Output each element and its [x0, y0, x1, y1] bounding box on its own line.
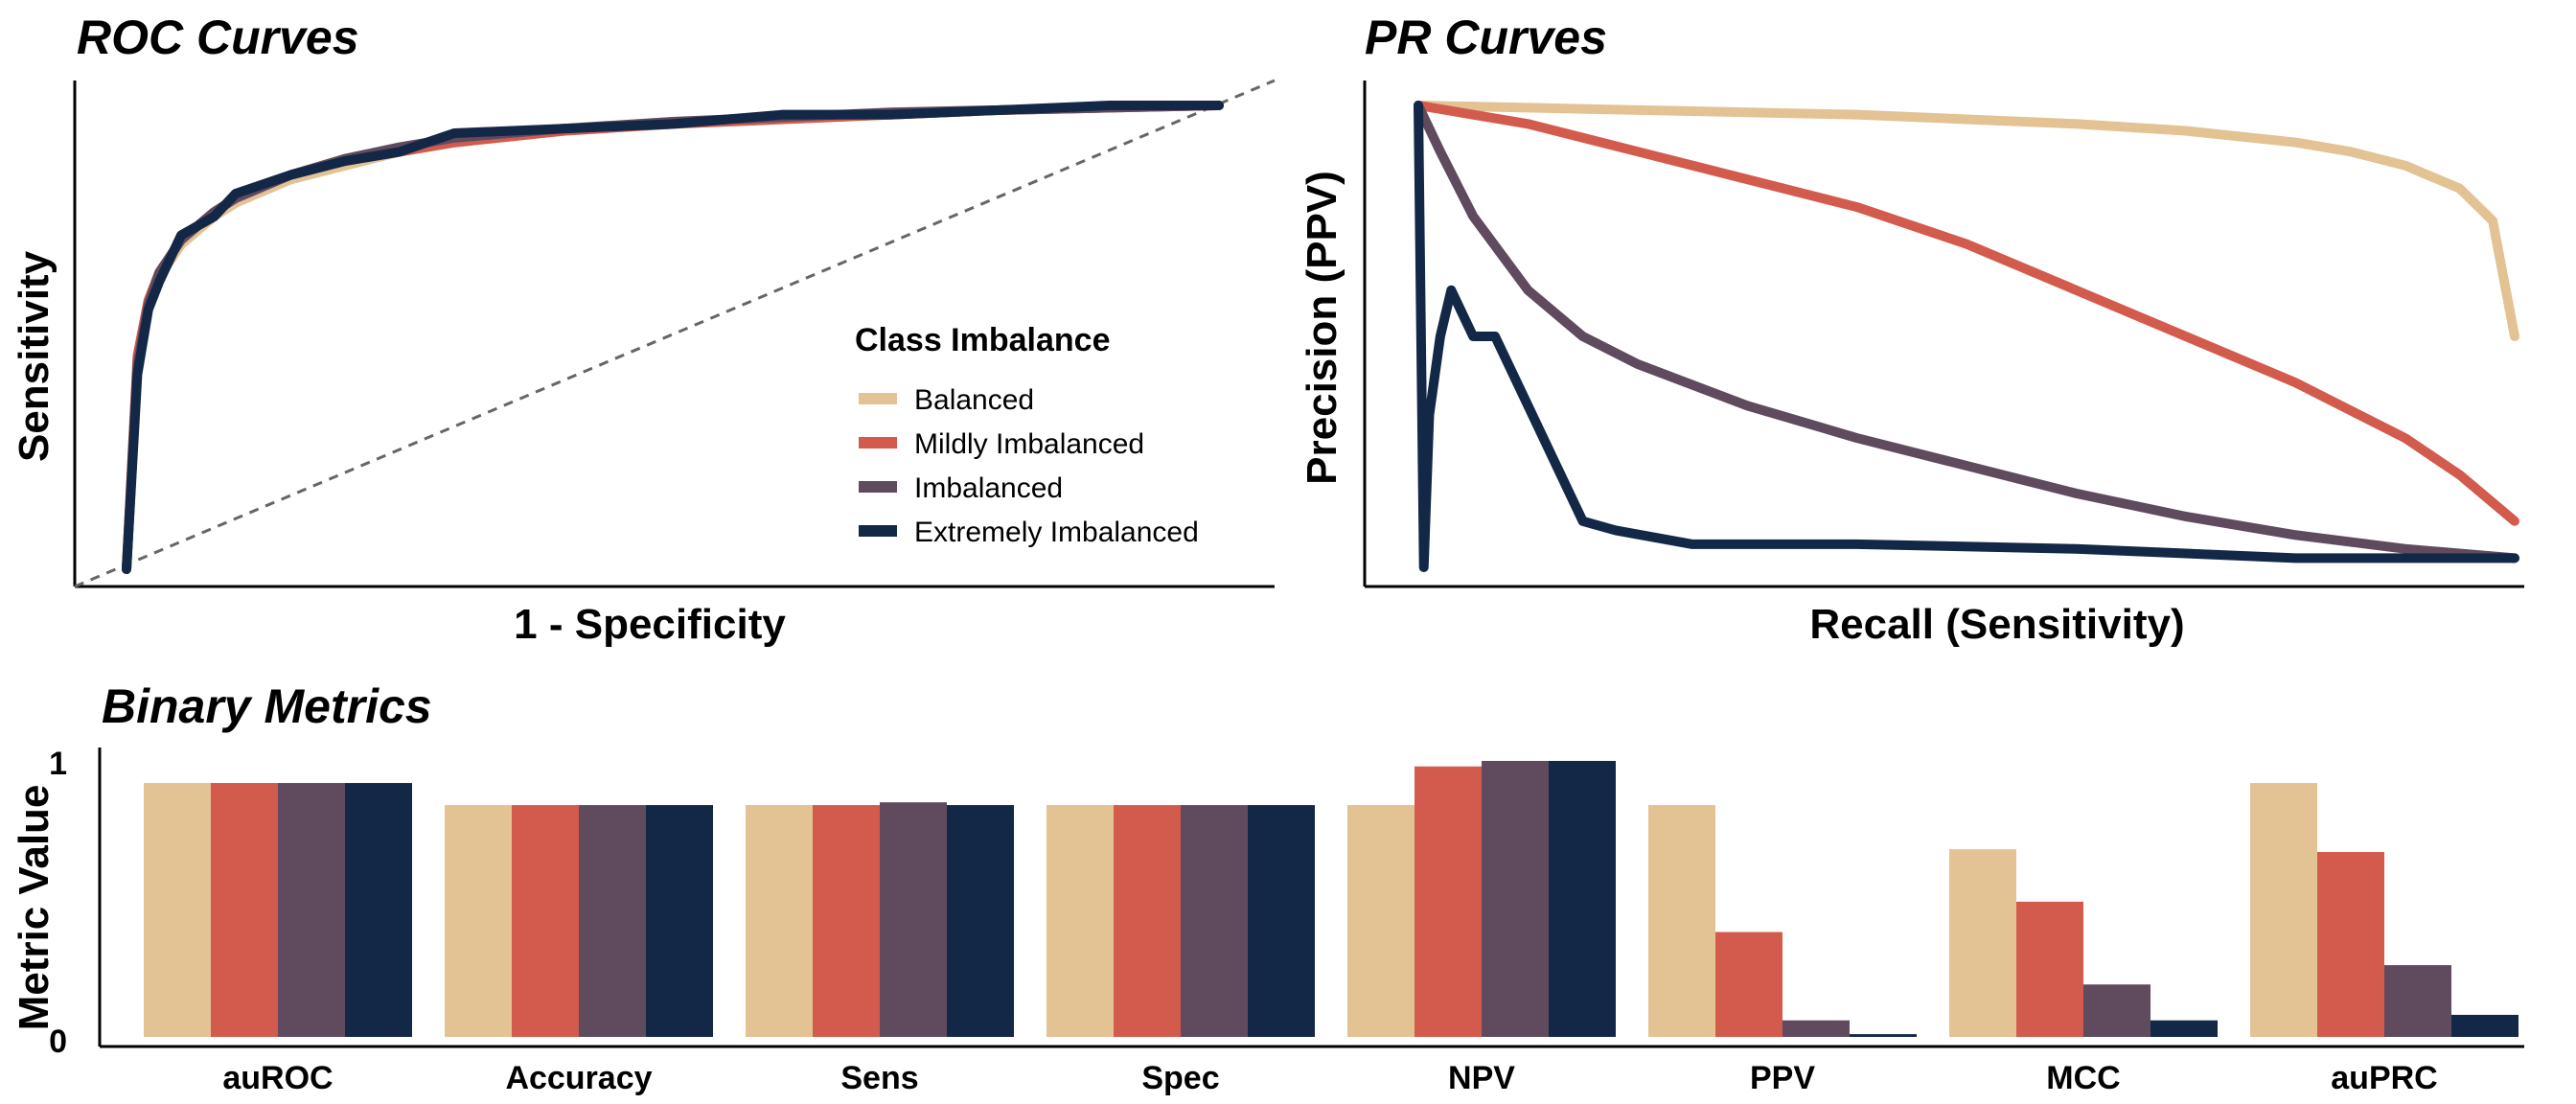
x-tick-label-auroc: auROC — [222, 1060, 333, 1096]
bar-auprc-balanced — [2250, 783, 2317, 1037]
bar-accuracy-balanced — [445, 805, 512, 1037]
bar-spec-imbalanced — [1181, 805, 1248, 1037]
x-tick-label-mcc: MCC — [2046, 1060, 2120, 1096]
y-tick-label-0: 0 — [49, 1024, 67, 1060]
bar-auprc-imbalanced — [2384, 965, 2451, 1037]
roc-y-axis-label: Sensitivity — [11, 250, 58, 462]
bar-mcc-imbalanced — [2083, 984, 2150, 1037]
x-tick-label-ppv: PPV — [1750, 1060, 1815, 1096]
bar-sens-mildly-imbalanced — [813, 805, 880, 1037]
bar-npv-extremely-imbalanced — [1549, 761, 1616, 1037]
bar-panel-title: Binary Metrics — [102, 679, 432, 733]
bar-sens-extremely-imbalanced — [947, 805, 1014, 1037]
bar-spec-extremely-imbalanced — [1248, 805, 1315, 1037]
bar-npv-imbalanced — [1482, 761, 1549, 1037]
bar-auroc-imbalanced — [278, 783, 345, 1037]
bar-auprc-mildly-imbalanced — [2317, 852, 2384, 1037]
legend-label-balanced: Balanced — [914, 384, 1034, 416]
legend-title: Class Imbalance — [855, 322, 1110, 358]
bar-x-tick-labels: auROC Accuracy Sens Spec NPV PPV MCC auPRC — [222, 1060, 2437, 1096]
pr-line-balanced — [1414, 101, 2519, 341]
roc-series-lines — [122, 101, 1224, 574]
bar-accuracy-extremely-imbalanced — [646, 805, 713, 1037]
bar-accuracy-imbalanced — [579, 805, 646, 1037]
bar-auroc-extremely-imbalanced — [345, 783, 412, 1037]
bar-ppv-imbalanced — [1782, 1020, 1850, 1037]
pr-y-axis-label: Precision (PPV) — [1299, 171, 1346, 485]
bar-sens-imbalanced — [880, 802, 947, 1037]
bar-axes — [98, 748, 2524, 1048]
bar-npv-mildly-imbalanced — [1414, 766, 1482, 1037]
pr-line-extremely-imbalanced — [1414, 101, 2519, 572]
roc-plot: 1 - Specificity Sensitivity Class Imbala… — [11, 79, 1276, 648]
y-tick-label-1: 1 — [49, 746, 67, 782]
x-tick-label-accuracy: Accuracy — [505, 1060, 652, 1096]
bar-sens-balanced — [746, 805, 813, 1037]
x-tick-label-auprc: auPRC — [2331, 1060, 2437, 1096]
roc-x-axis-label: 1 - Specificity — [514, 601, 786, 648]
roc-panel-title: ROC Curves — [77, 11, 359, 64]
bar-spec-mildly-imbalanced — [1114, 805, 1181, 1037]
bar-y-axis-label: Metric Value — [11, 785, 58, 1031]
x-tick-label-spec: Spec — [1141, 1060, 1219, 1096]
bar-ppv-extremely-imbalanced — [1850, 1034, 1917, 1037]
roc-legend: Class Imbalance Balanced Mildly Imbalance… — [855, 322, 1199, 548]
legend-label-extremely-imbalanced: Extremely Imbalanced — [914, 517, 1199, 548]
bar-plot: auROC Accuracy Sens Spec NPV PPV MCC auPRC 1 0 … — [11, 746, 2524, 1096]
pr-line-imbalanced — [1414, 101, 2519, 564]
bar-marks — [144, 761, 2518, 1037]
pr-panel-title: PR Curves — [1365, 11, 1607, 64]
legend-label-mildly-imbalanced: Mildly Imbalanced — [914, 428, 1144, 460]
bar-mcc-balanced — [1949, 849, 2016, 1037]
bar-accuracy-mildly-imbalanced — [512, 805, 579, 1037]
bar-auroc-mildly-imbalanced — [211, 783, 278, 1037]
pr-axes — [1363, 80, 2524, 588]
x-tick-label-npv: NPV — [1448, 1060, 1515, 1096]
pr-line-mildly-imbalanced — [1414, 101, 2519, 526]
legend-label-imbalanced: Imbalanced — [914, 472, 1063, 504]
bar-spec-balanced — [1046, 805, 1114, 1037]
pr-x-axis-label: Recall (Sensitivity) — [1809, 601, 2184, 648]
bar-auprc-extremely-imbalanced — [2451, 1014, 2518, 1037]
x-tick-label-sens: Sens — [840, 1060, 918, 1096]
bar-ppv-balanced — [1648, 805, 1715, 1037]
pr-plot: Recall (Sensitivity) Precision (PPV) — [1299, 80, 2524, 648]
bar-auroc-balanced — [144, 783, 211, 1037]
pr-series-lines — [1414, 101, 2519, 572]
roc-line-extremely-imbalanced — [122, 101, 1224, 574]
bar-npv-balanced — [1347, 805, 1414, 1037]
roc-axes — [73, 79, 1276, 588]
bar-ppv-mildly-imbalanced — [1715, 932, 1782, 1037]
bar-mcc-extremely-imbalanced — [2150, 1020, 2218, 1037]
bar-mcc-mildly-imbalanced — [2016, 901, 2083, 1037]
